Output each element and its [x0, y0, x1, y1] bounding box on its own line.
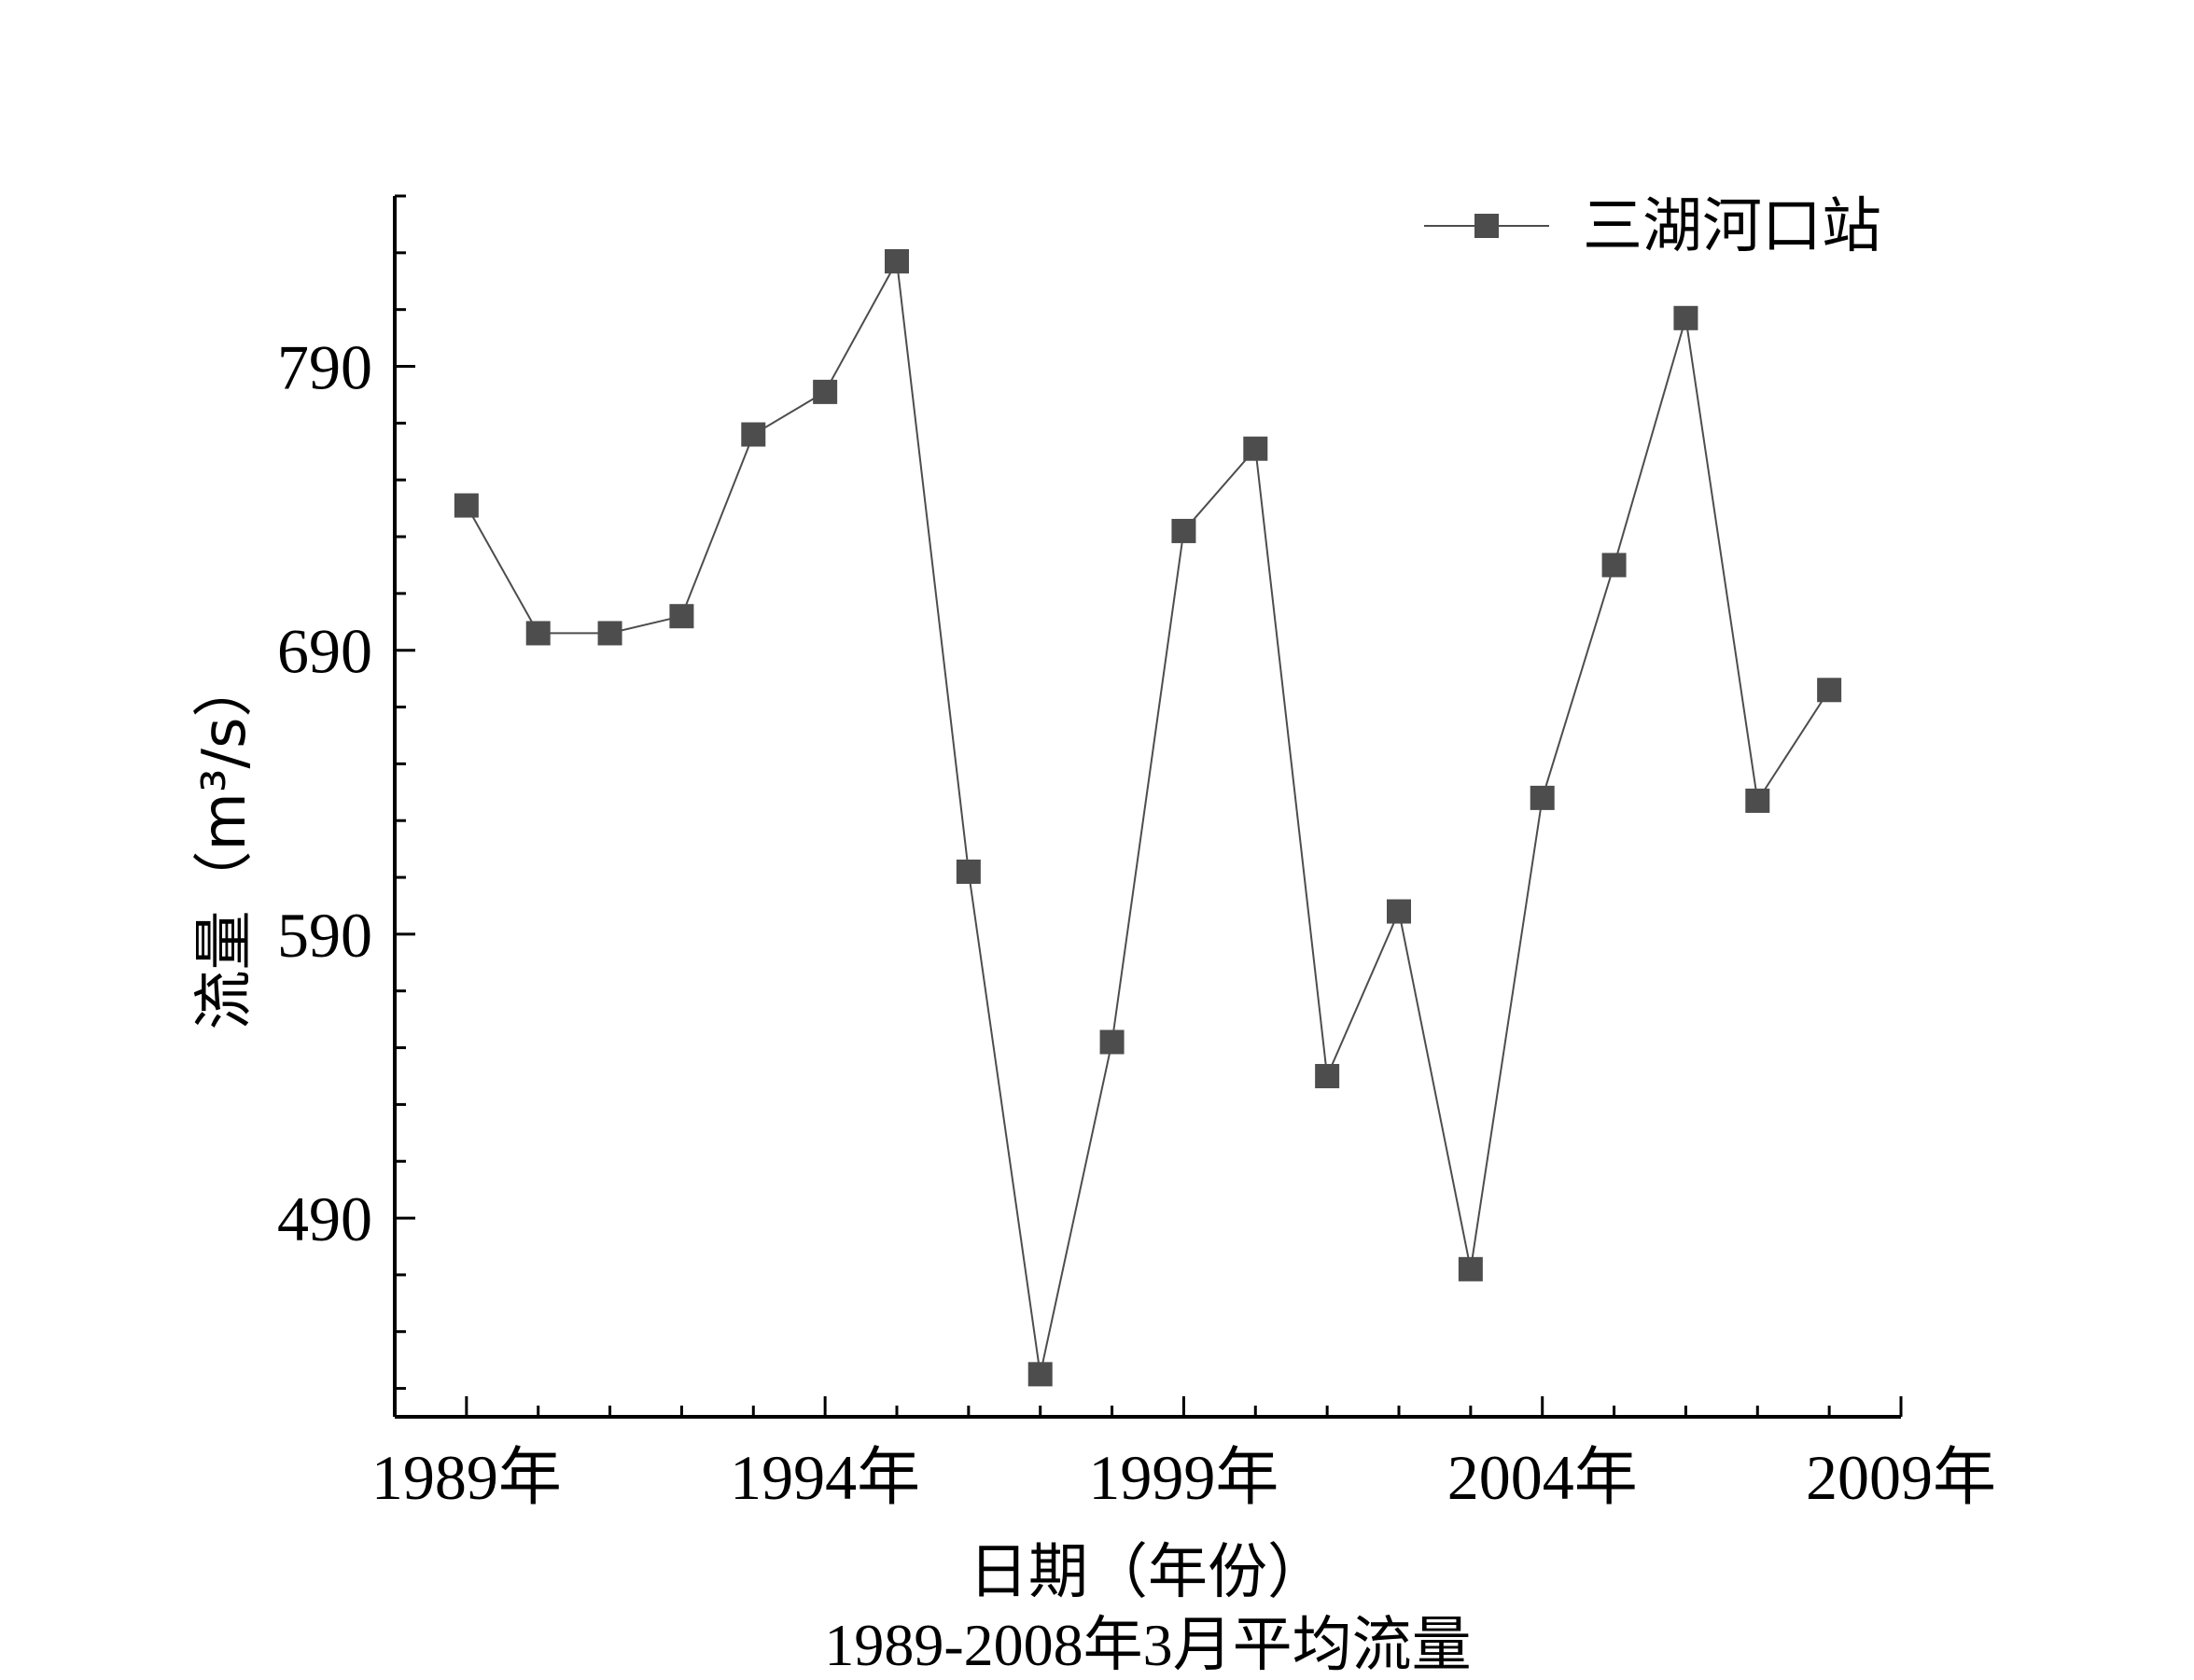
data-point: [1601, 553, 1627, 578]
data-point: [1387, 899, 1411, 924]
data-point: [1458, 1256, 1483, 1281]
data-point: [454, 493, 479, 518]
data-point: [813, 379, 838, 404]
x-tick-label: 1994年: [730, 1442, 920, 1513]
x-axis-title: 日期（年份）: [969, 1538, 1327, 1607]
x-tick-label: 1989年: [371, 1442, 562, 1513]
data-point: [1745, 788, 1770, 813]
data-point: [669, 604, 694, 629]
data-point: [1171, 518, 1196, 543]
x-tick-label: 2004年: [1447, 1442, 1638, 1513]
data-point: [1099, 1029, 1125, 1055]
data-point: [1315, 1063, 1340, 1088]
y-axis-ticks: 490 590 690 790: [277, 194, 415, 1391]
series-line: [466, 258, 1830, 1375]
x-axis-ticks: 1989年 1994年 1999年 2004年 2009年: [371, 1396, 1996, 1513]
data-point: [1243, 436, 1268, 461]
legend-entry: 三湖河口站: [1583, 192, 1881, 261]
chart-title: 1989-2008年3月平均流量: [824, 1612, 1471, 1678]
data-point: [741, 422, 766, 447]
legend-marker: [1474, 214, 1499, 238]
data-point: [956, 859, 981, 884]
legend: 三湖河口站: [1424, 192, 1881, 261]
series-group: [454, 248, 1842, 1387]
data-point: [1027, 1362, 1053, 1387]
x-tick-label: 1999年: [1088, 1442, 1279, 1513]
y-tick-label: 690: [277, 616, 372, 687]
data-point: [525, 621, 551, 646]
x-tick-label: 2009年: [1806, 1442, 1996, 1513]
axes: [393, 196, 1901, 1419]
data-point: [1817, 678, 1842, 703]
data-point: [1673, 305, 1698, 330]
y-tick-label: 790: [277, 332, 372, 403]
y-tick-label: 490: [277, 1183, 372, 1254]
data-point: [885, 248, 909, 273]
data-point: [597, 621, 622, 646]
data-point: [1530, 785, 1555, 810]
y-tick-label: 590: [277, 900, 372, 971]
y-axis-title: 流量（m³/s）: [190, 658, 259, 1030]
